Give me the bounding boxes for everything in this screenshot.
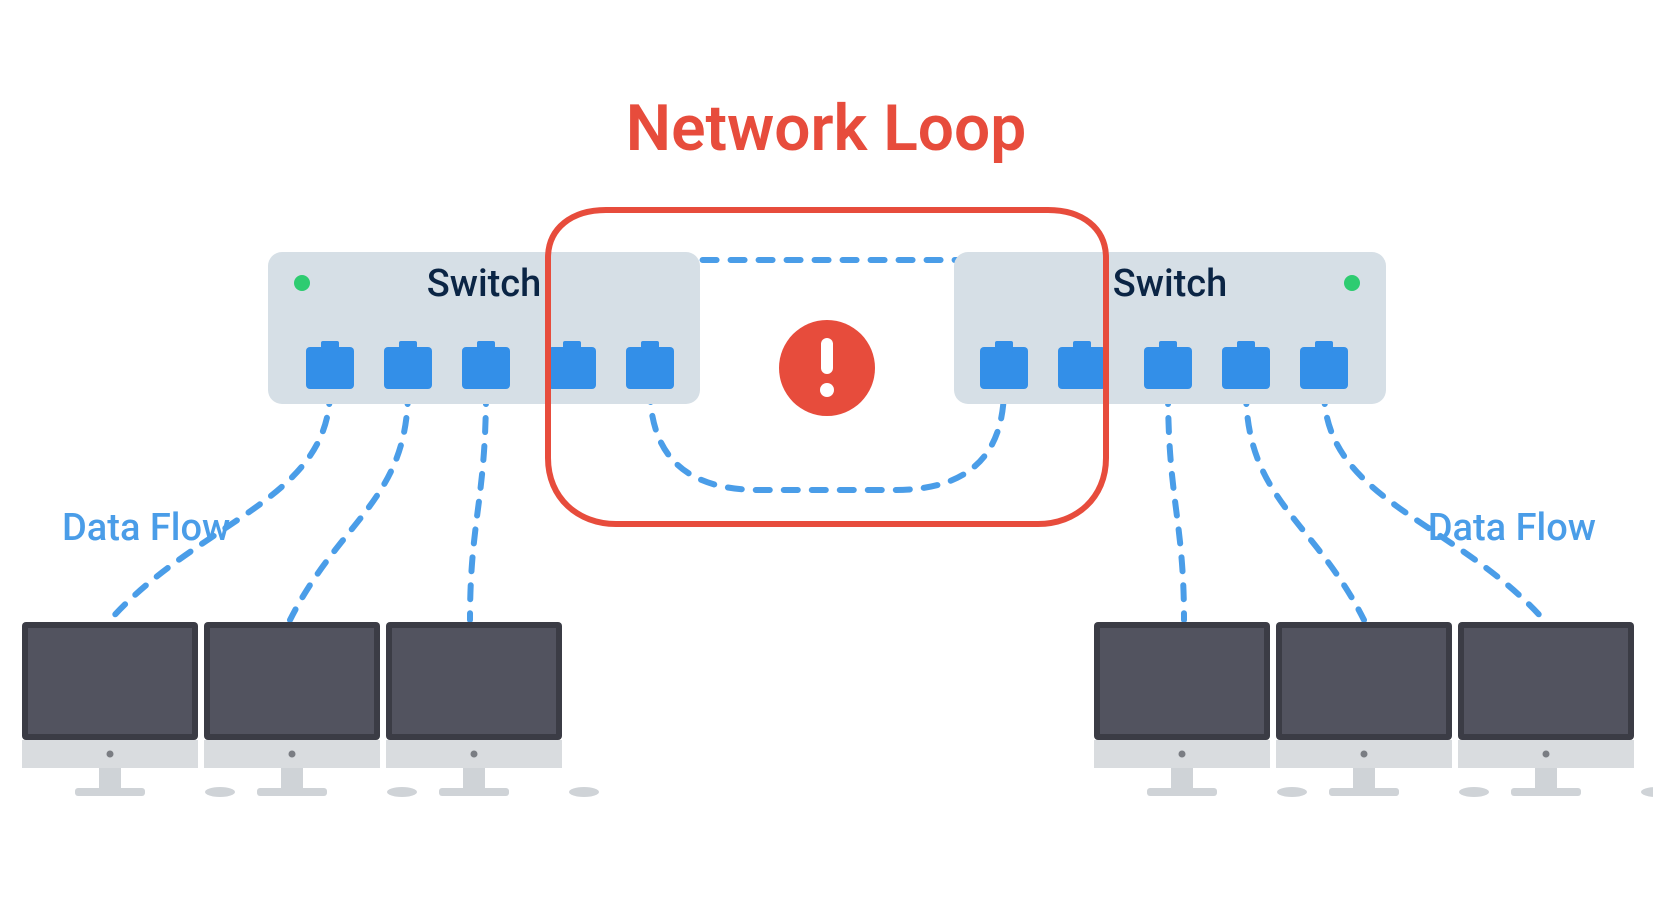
computer-icon — [1276, 622, 1489, 797]
diagram-title: Network Loop — [626, 91, 1026, 166]
cables-group — [110, 390, 1544, 620]
ethernet-port-icon — [1300, 341, 1348, 389]
data-flow-label: Data Flow — [1428, 506, 1596, 550]
computer-icon — [386, 622, 599, 797]
mouse-icon — [569, 787, 599, 797]
computer-icon — [1094, 622, 1307, 797]
switch-right: Switch — [954, 252, 1386, 404]
ethernet-port-icon — [1144, 341, 1192, 389]
switch-label: Switch — [1113, 262, 1228, 306]
data-cable-2 — [470, 390, 486, 620]
ethernet-port-icon — [980, 341, 1028, 389]
computer-icon — [204, 622, 417, 797]
mouse-icon — [1459, 787, 1489, 797]
ethernet-port-icon — [306, 341, 354, 389]
data-cable-3 — [1168, 390, 1184, 620]
alert-icon — [779, 320, 875, 416]
switch-led-icon — [1344, 275, 1360, 291]
switch-label: Switch — [427, 262, 542, 306]
mouse-icon — [387, 787, 417, 797]
data-cable-4 — [1246, 390, 1364, 620]
data-flow-label: Data Flow — [62, 506, 230, 550]
ethernet-port-icon — [548, 341, 596, 389]
ethernet-port-icon — [1058, 341, 1106, 389]
data-cable-0 — [110, 390, 330, 620]
mouse-icon — [1277, 787, 1307, 797]
computer-icon — [1458, 622, 1653, 797]
mouse-icon — [205, 787, 235, 797]
mouse-icon — [1641, 787, 1653, 797]
ethernet-port-icon — [384, 341, 432, 389]
switch-left: Switch — [268, 252, 700, 404]
ethernet-port-icon — [1222, 341, 1270, 389]
ethernet-port-icon — [462, 341, 510, 389]
switch-led-icon — [294, 275, 310, 291]
data-cable-1 — [290, 390, 408, 620]
ethernet-port-icon — [626, 341, 674, 389]
computer-icon — [22, 622, 235, 797]
data-cable-5 — [1324, 390, 1544, 620]
